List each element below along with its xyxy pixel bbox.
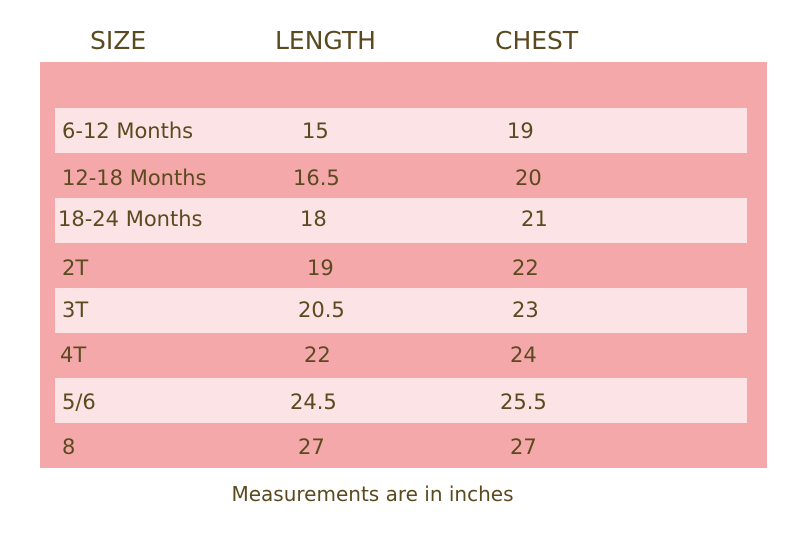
header-chest: CHEST [495, 26, 579, 55]
chest-cell: 22 [512, 256, 539, 280]
header-length: LENGTH [275, 26, 376, 55]
chest-cell: 19 [507, 119, 534, 143]
size-cell: 3T [62, 298, 89, 322]
length-cell: 24.5 [290, 390, 337, 414]
row-stripe [55, 288, 747, 333]
size-cell: 8 [62, 435, 76, 459]
chest-cell: 25.5 [500, 390, 547, 414]
chest-cell: 27 [510, 435, 537, 459]
chest-cell: 20 [515, 166, 542, 190]
length-cell: 15 [302, 119, 329, 143]
size-cell: 12-18 Months [62, 166, 207, 190]
row-stripe [55, 198, 747, 243]
chest-cell: 23 [512, 298, 539, 322]
size-cell: 4T [60, 343, 87, 367]
length-cell: 22 [304, 343, 331, 367]
size-cell: 5/6 [62, 390, 96, 414]
size-cell: 2T [62, 256, 89, 280]
length-cell: 18 [300, 207, 327, 231]
header-size: SIZE [90, 26, 147, 55]
footnote: Measurements are in inches [231, 482, 514, 506]
chest-cell: 24 [510, 343, 537, 367]
length-cell: 19 [307, 256, 334, 280]
row-stripe [55, 108, 747, 153]
row-stripe [55, 378, 747, 423]
chest-cell: 21 [521, 207, 548, 231]
length-cell: 16.5 [293, 166, 340, 190]
size-cell: 6-12 Months [62, 119, 194, 143]
size-cell: 18-24 Months [58, 207, 203, 231]
length-cell: 27 [298, 435, 325, 459]
length-cell: 20.5 [298, 298, 345, 322]
